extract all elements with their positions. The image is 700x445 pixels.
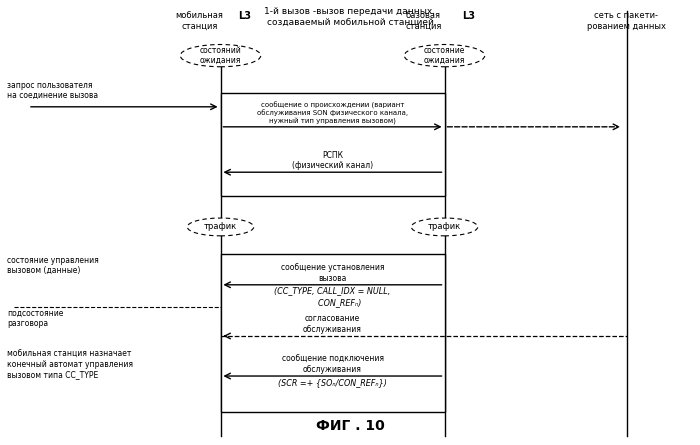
Bar xyxy=(220,254,444,412)
Text: сообщение подключения
обслуживания: сообщение подключения обслуживания xyxy=(281,354,384,374)
Text: подсостояние
разговора: подсостояние разговора xyxy=(7,308,64,328)
Ellipse shape xyxy=(405,44,484,67)
Ellipse shape xyxy=(412,218,477,236)
Text: ФИГ . 10: ФИГ . 10 xyxy=(316,419,384,433)
Text: мобильная станция назначает
конечный автомат управления
вызовом типа CC_TYPE: мобильная станция назначает конечный авт… xyxy=(7,349,133,379)
Text: сообщение о происхождении (вариант
обслуживания SON физического канала,
нужный т: сообщение о происхождении (вариант обслу… xyxy=(257,101,408,125)
Bar xyxy=(220,93,444,196)
Text: трафик: трафик xyxy=(428,222,461,231)
Text: (CC_TYPE, CALL_IDX = NULL,
      CON_REFₙ): (CC_TYPE, CALL_IDX = NULL, CON_REFₙ) xyxy=(274,287,391,307)
Text: согласование
обслуживания: согласование обслуживания xyxy=(303,314,362,334)
Text: L3: L3 xyxy=(238,11,251,21)
Ellipse shape xyxy=(188,218,253,236)
Text: состояний
ожидания: состояний ожидания xyxy=(199,46,241,65)
Text: состояние управления
вызовом (данные): состояние управления вызовом (данные) xyxy=(7,256,99,275)
Ellipse shape xyxy=(181,44,260,67)
Text: мобильная
станция: мобильная станция xyxy=(176,11,223,31)
Text: трафик: трафик xyxy=(204,222,237,231)
Text: РСПК
(физический канал): РСПК (физический канал) xyxy=(292,150,373,170)
Text: базовая
станция: базовая станция xyxy=(405,11,442,31)
Text: 1-й вызов -вызов передачи данных,
создаваемый мобильной станцией: 1-й вызов -вызов передачи данных, создав… xyxy=(265,7,435,27)
Text: сообщение установления
вызова: сообщение установления вызова xyxy=(281,263,384,283)
Text: состояние
ожидания: состояние ожидания xyxy=(424,46,466,65)
Text: (SCR =+ {SOₙ/CON_REFₙ}): (SCR =+ {SOₙ/CON_REFₙ}) xyxy=(278,378,387,387)
Text: L3: L3 xyxy=(462,11,475,21)
Text: сеть с пакети-
рованием данных: сеть с пакети- рованием данных xyxy=(587,11,666,31)
Text: запрос пользователя
на соединение вызова: запрос пользователя на соединение вызова xyxy=(7,81,98,100)
